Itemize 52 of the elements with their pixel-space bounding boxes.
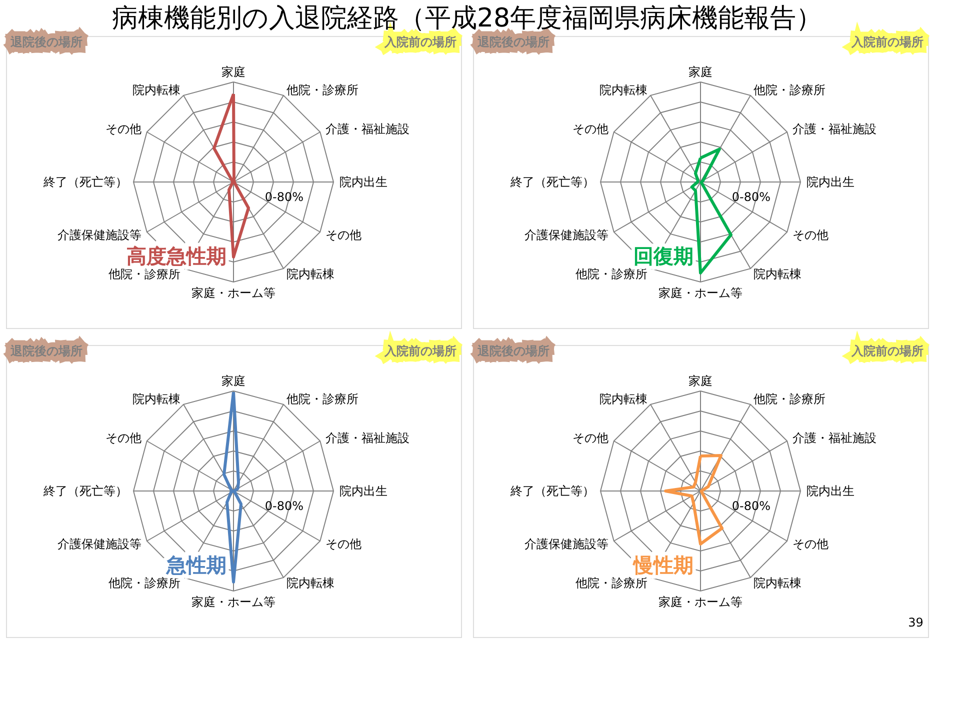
spoke-label: その他 [572,122,609,136]
spoke-label: 院内転棟 [600,83,648,98]
spoke-label: その他 [792,228,828,242]
spoke-label: 介護・福祉施設 [325,122,410,136]
spoke-label: 介護・福祉施設 [792,431,876,445]
spoke-label: その他 [325,537,362,551]
text: 0-80% [732,499,770,513]
spoke-label: 院内転棟 [286,266,334,281]
spoke-label: 院内転棟 [600,392,648,406]
spoke-label: 院内転棟 [754,266,802,281]
spoke-label: 家庭 [688,374,712,388]
spoke-label: その他 [572,431,609,445]
spoke-label: 終了（死亡等） [42,175,128,189]
spoke-label: 家庭・ホーム等 [192,595,276,609]
text: 0-80% [732,190,770,204]
text: 39 [908,615,924,630]
spoke-label: 他院・診療所 [286,392,358,406]
spoke-label: 介護保健施設等 [524,537,609,551]
spoke-label: 家庭・ホーム等 [658,286,742,300]
spoke-label: 家庭 [688,65,712,79]
spoke-label: その他 [325,228,362,242]
text: 0-80% [264,190,304,204]
spoke-label: 家庭 [222,374,246,388]
spoke-label: 院内出生 [806,484,854,498]
spoke-label: 他院・診療所 [576,576,648,590]
spoke-label: その他 [106,122,142,136]
spoke-label: 他院・診療所 [754,83,826,98]
spoke-label: 院内転棟 [286,576,334,590]
spoke-label: 介護保健施設等 [58,537,142,551]
spoke-label: 終了（死亡等） [510,175,594,189]
spoke-label: 介護・福祉施設 [325,431,410,445]
series-label: 回復期 [634,244,694,268]
spoke-label: 他院・診療所 [286,83,358,98]
spoke-label: 院内転棟 [132,392,180,406]
spoke-label: 介護保健施設等 [524,228,609,242]
spoke-label: 他院・診療所 [754,392,826,406]
spoke-label: 家庭 [222,65,246,79]
spoke-label: 終了（死亡等） [510,484,594,498]
spoke-label: 家庭・ホーム等 [192,286,276,300]
spoke-label: 終了（死亡等） [42,484,128,498]
spoke-label: 家庭・ホーム等 [658,595,742,609]
spoke-label: 院内出生 [806,175,854,189]
spoke-label: その他 [106,431,142,445]
spoke-label: 他院・診療所 [576,266,648,281]
spoke-label: その他 [792,537,828,551]
spoke-label: 院内転棟 [754,576,802,590]
spoke-label: 介護保健施設等 [58,228,142,242]
text: 0-80% [264,499,304,513]
spoke-label: 院内出生 [340,484,388,498]
spoke-label: 院内出生 [340,175,388,189]
spoke-label: 院内転棟 [132,83,180,98]
spoke-label: 介護・福祉施設 [792,122,876,136]
